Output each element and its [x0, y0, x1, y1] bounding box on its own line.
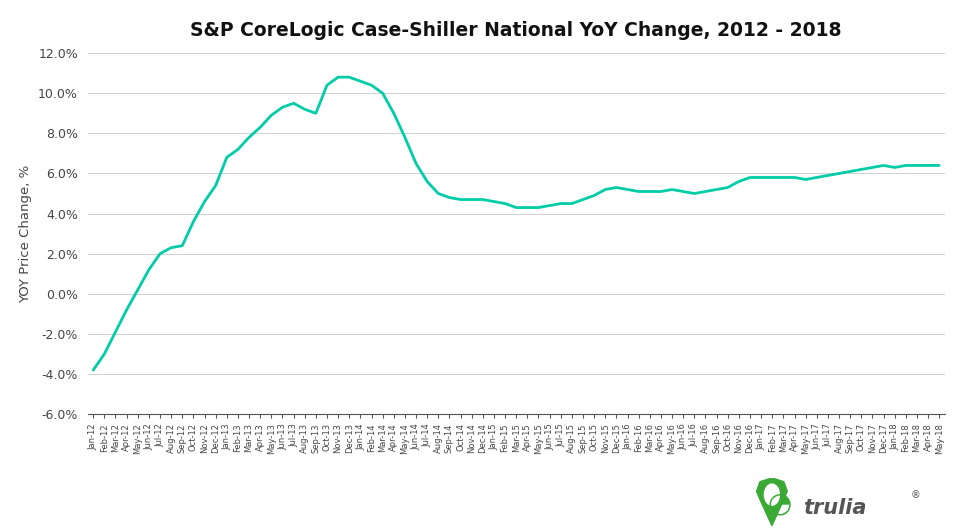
Text: ®: ® [911, 490, 920, 500]
Title: S&P CoreLogic Case-Shiller National YoY Change, 2012 - 2018: S&P CoreLogic Case-Shiller National YoY … [191, 21, 842, 40]
Circle shape [765, 484, 779, 505]
Text: ◔: ◔ [768, 490, 791, 518]
Polygon shape [757, 478, 787, 526]
Y-axis label: YOY Price Change, %: YOY Price Change, % [19, 165, 32, 303]
Text: trulia: trulia [804, 498, 867, 518]
